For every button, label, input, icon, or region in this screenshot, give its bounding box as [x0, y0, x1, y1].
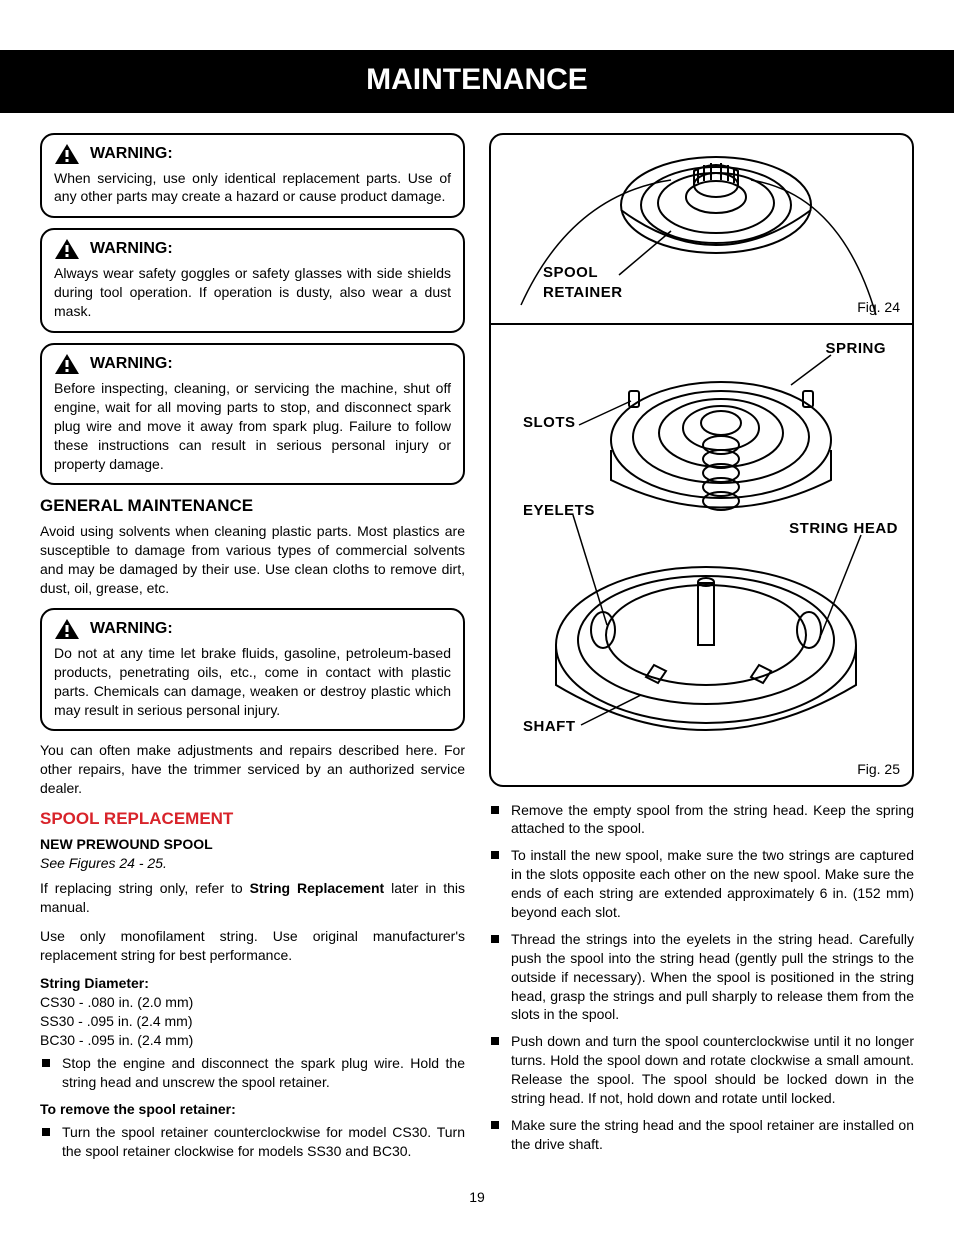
warning-heading: WARNING: [90, 143, 173, 165]
warning-text: When servicing, use only identical repla… [54, 169, 451, 207]
warning-text: Do not at any time let brake fluids, gas… [54, 644, 451, 720]
warning-icon [54, 618, 80, 640]
spool-replacement-title: SPOOL REPLACEMENT [40, 808, 465, 831]
refer-a: If replacing string only, refer to [40, 880, 250, 896]
warning-box-2: WARNING: Always wear safety goggles or s… [40, 228, 465, 333]
warning-text: Always wear safety goggles or safety gla… [54, 264, 451, 321]
warning-box-4: WARNING: Do not at any time let brake fl… [40, 608, 465, 732]
figure-24-panel: SPOOL RETAINER Fig. 24 [491, 135, 912, 325]
warning-icon [54, 353, 80, 375]
warning-icon [54, 143, 80, 165]
list-item: Stop the engine and disconnect the spark… [40, 1054, 465, 1092]
warning-box-1: WARNING: When servicing, use only identi… [40, 133, 465, 219]
turn-retainer-list: Turn the spool retainer counterclockwise… [40, 1123, 465, 1161]
figure-25-panel: SPRING SLOTS EYELETS STRING HEAD SHAFT F… [491, 325, 912, 785]
diam-line-3: BC30 - .095 in. (2.4 mm) [40, 1031, 465, 1050]
refer-text: If replacing string only, refer to Strin… [40, 879, 465, 917]
callout-spring: SPRING [825, 339, 886, 359]
callout-spool-retainer: SPOOL RETAINER [543, 263, 623, 304]
list-item: Turn the spool retainer counterclockwise… [40, 1123, 465, 1161]
string-head-drawing [491, 325, 911, 785]
left-column: WARNING: When servicing, use only identi… [40, 133, 465, 1169]
remove-retainer-label: To remove the spool retainer: [40, 1100, 465, 1119]
page-number: 19 [40, 1188, 914, 1207]
list-item: Push down and turn the spool countercloc… [489, 1032, 914, 1108]
warning-icon [54, 238, 80, 260]
warning-heading: WARNING: [90, 353, 173, 375]
diam-line-1: CS30 - .080 in. (2.0 mm) [40, 993, 465, 1012]
diam-line-2: SS30 - .095 in. (2.4 mm) [40, 1012, 465, 1031]
string-diameter-label: String Diameter: [40, 974, 465, 993]
page-title: MAINTENANCE [0, 50, 954, 113]
list-item: Thread the strings into the eyelets in t… [489, 930, 914, 1024]
content-columns: WARNING: When servicing, use only identi… [40, 133, 914, 1169]
refer-b: String Replacement [250, 880, 385, 896]
figure-box: SPOOL RETAINER Fig. 24 [489, 133, 914, 787]
callout-eyelets: EYELETS [523, 501, 595, 521]
right-bullet-list: Remove the empty spool from the string h… [489, 801, 914, 1154]
warning-heading: WARNING: [90, 238, 173, 260]
list-item: Make sure the string head and the spool … [489, 1116, 914, 1154]
stop-engine-list: Stop the engine and disconnect the spark… [40, 1054, 465, 1092]
prewound-title: NEW PREWOUND SPOOL [40, 835, 465, 854]
general-maintenance-title: GENERAL MAINTENANCE [40, 495, 465, 518]
warning-text: Before inspecting, cleaning, or servicin… [54, 379, 451, 473]
fig-24-caption: Fig. 24 [857, 298, 900, 317]
callout-shaft: SHAFT [523, 717, 576, 737]
callout-string-head: STRING HEAD [789, 519, 898, 539]
see-figures: See Figures 24 - 25. [40, 854, 465, 873]
callout-slots: SLOTS [523, 413, 576, 433]
general-maintenance-text: Avoid using solvents when cleaning plast… [40, 522, 465, 598]
monofilament-text: Use only monofilament string. Use origin… [40, 927, 465, 965]
fig-25-caption: Fig. 25 [857, 760, 900, 779]
warning-heading: WARNING: [90, 618, 173, 640]
right-column: SPOOL RETAINER Fig. 24 [489, 133, 914, 1169]
list-item: To install the new spool, make sure the … [489, 846, 914, 922]
warning-box-3: WARNING: Before inspecting, cleaning, or… [40, 343, 465, 485]
list-item: Remove the empty spool from the string h… [489, 801, 914, 839]
adjustments-text: You can often make adjustments and repai… [40, 741, 465, 798]
